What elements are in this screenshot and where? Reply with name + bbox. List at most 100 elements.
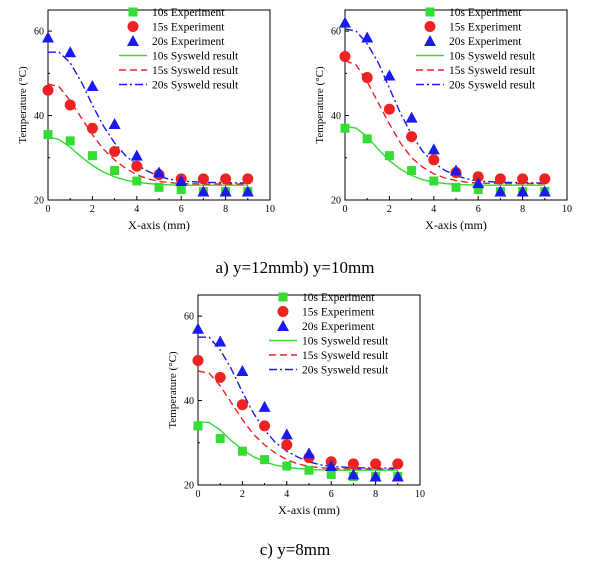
x-tick-label: 10 (562, 204, 572, 215)
data-point (450, 164, 462, 176)
data-point (538, 185, 551, 197)
chart-svg-1: 0 2 4 6 8 10 20 40 60 X-axis (mm) Temperature (°C)… (314, 7, 572, 232)
data-point (428, 154, 440, 166)
data-point (176, 184, 186, 194)
legend-label: 15s Experiment (302, 307, 375, 319)
x-tick-label: 4 (284, 489, 289, 500)
data-point (110, 165, 120, 175)
data-point (362, 134, 372, 144)
data-point (370, 458, 382, 470)
x-axis-label: X-axis (mm) (425, 218, 487, 232)
sim-line-s15 (47, 83, 248, 185)
x-tick-label: 8 (373, 489, 378, 500)
sim-line-s15 (344, 60, 545, 185)
x-axis-label: X-axis (mm) (278, 503, 340, 517)
legend-label: 15s Sysweld result (302, 350, 389, 362)
data-point (214, 371, 226, 383)
data-point (42, 84, 54, 96)
legend-marker (277, 320, 289, 331)
data-point (347, 468, 360, 480)
y-tick-label: 60 (184, 312, 194, 323)
legend-marker (127, 21, 139, 32)
legend-marker (424, 21, 436, 32)
x-tick-label: 6 (329, 489, 334, 500)
chart-svg-2: 0 2 4 6 8 10 20 40 60 X-axis (mm) Temperature (°C)… (167, 292, 425, 517)
y-tick-label: 40 (184, 396, 194, 407)
data-point (383, 103, 395, 115)
data-point (220, 173, 232, 185)
data-point (236, 365, 249, 376)
legend-marker (278, 292, 288, 302)
data-point (219, 185, 232, 197)
x-tick-label: 8 (223, 204, 228, 215)
data-point (154, 182, 164, 192)
data-point (108, 118, 121, 129)
data-point (451, 182, 461, 192)
data-point (175, 175, 188, 186)
data-point (361, 31, 374, 43)
x-tick-label: 0 (343, 204, 348, 215)
data-point (260, 455, 270, 465)
chart-svg-0: 0 2 4 6 8 10 20 40 60 X-axis (mm) Temperature (°C)… (17, 7, 275, 232)
data-point (347, 458, 359, 470)
data-point (192, 322, 204, 334)
legend-marker (127, 35, 139, 46)
data-point (383, 69, 396, 81)
sim-line-s10 (47, 136, 248, 186)
y-tick-label: 40 (34, 111, 44, 122)
data-point (86, 80, 99, 91)
legend-label: 10s Experiment (152, 7, 225, 19)
x-tick-label: 0 (46, 204, 51, 215)
x-tick-label: 2 (387, 204, 392, 215)
data-point (43, 130, 53, 140)
legend-label: 15s Sysweld result (449, 65, 536, 77)
legend-label: 20s Experiment (302, 321, 375, 333)
data-point (326, 469, 336, 479)
x-tick-label: 10 (265, 204, 275, 215)
data-point (237, 446, 247, 456)
legend-label: 15s Sysweld result (152, 65, 239, 77)
sim-line-s20 (344, 28, 545, 184)
data-point (516, 185, 529, 197)
experiment-series-s15 (339, 50, 551, 185)
data-point (304, 465, 314, 475)
data-point (197, 173, 209, 185)
data-point (236, 399, 248, 411)
data-point (391, 470, 404, 482)
experiment-series-s10 (193, 421, 403, 482)
data-point (132, 176, 142, 186)
x-tick-label: 4 (134, 204, 139, 215)
data-point (64, 99, 76, 111)
experiment-series-s20 (339, 16, 551, 197)
data-point (65, 136, 75, 146)
y-axis-label: Temperature (°C) (17, 66, 29, 144)
data-point (42, 31, 54, 43)
data-point (130, 149, 143, 161)
data-point (405, 111, 418, 123)
data-point (303, 447, 315, 459)
data-point (494, 185, 507, 197)
data-point (494, 173, 506, 185)
legend-marker (128, 7, 138, 17)
sim-line-s20 (48, 51, 248, 184)
data-point (280, 428, 293, 440)
data-point (369, 470, 382, 482)
sim-line-s15 (197, 370, 398, 470)
x-tick-label: 8 (520, 204, 525, 215)
x-tick-label: 0 (196, 489, 201, 500)
data-point (406, 131, 418, 143)
x-tick-label: 6 (476, 204, 481, 215)
data-point (473, 184, 483, 194)
data-point (64, 46, 77, 58)
data-point (258, 400, 271, 412)
legend-label: 20s Sysweld result (449, 80, 536, 92)
chart-b: 0 2 4 6 8 10 20 40 60 X-axis (mm) Temperature (°C)… (297, 0, 587, 250)
data-point (131, 160, 143, 172)
data-point (429, 176, 439, 186)
data-point (197, 185, 210, 197)
x-tick-label: 2 (90, 204, 95, 215)
experiment-series-s10 (43, 130, 253, 197)
data-point (472, 171, 484, 183)
legend-label: 20s Sysweld result (302, 365, 389, 377)
sim-line-s10 (344, 125, 545, 186)
